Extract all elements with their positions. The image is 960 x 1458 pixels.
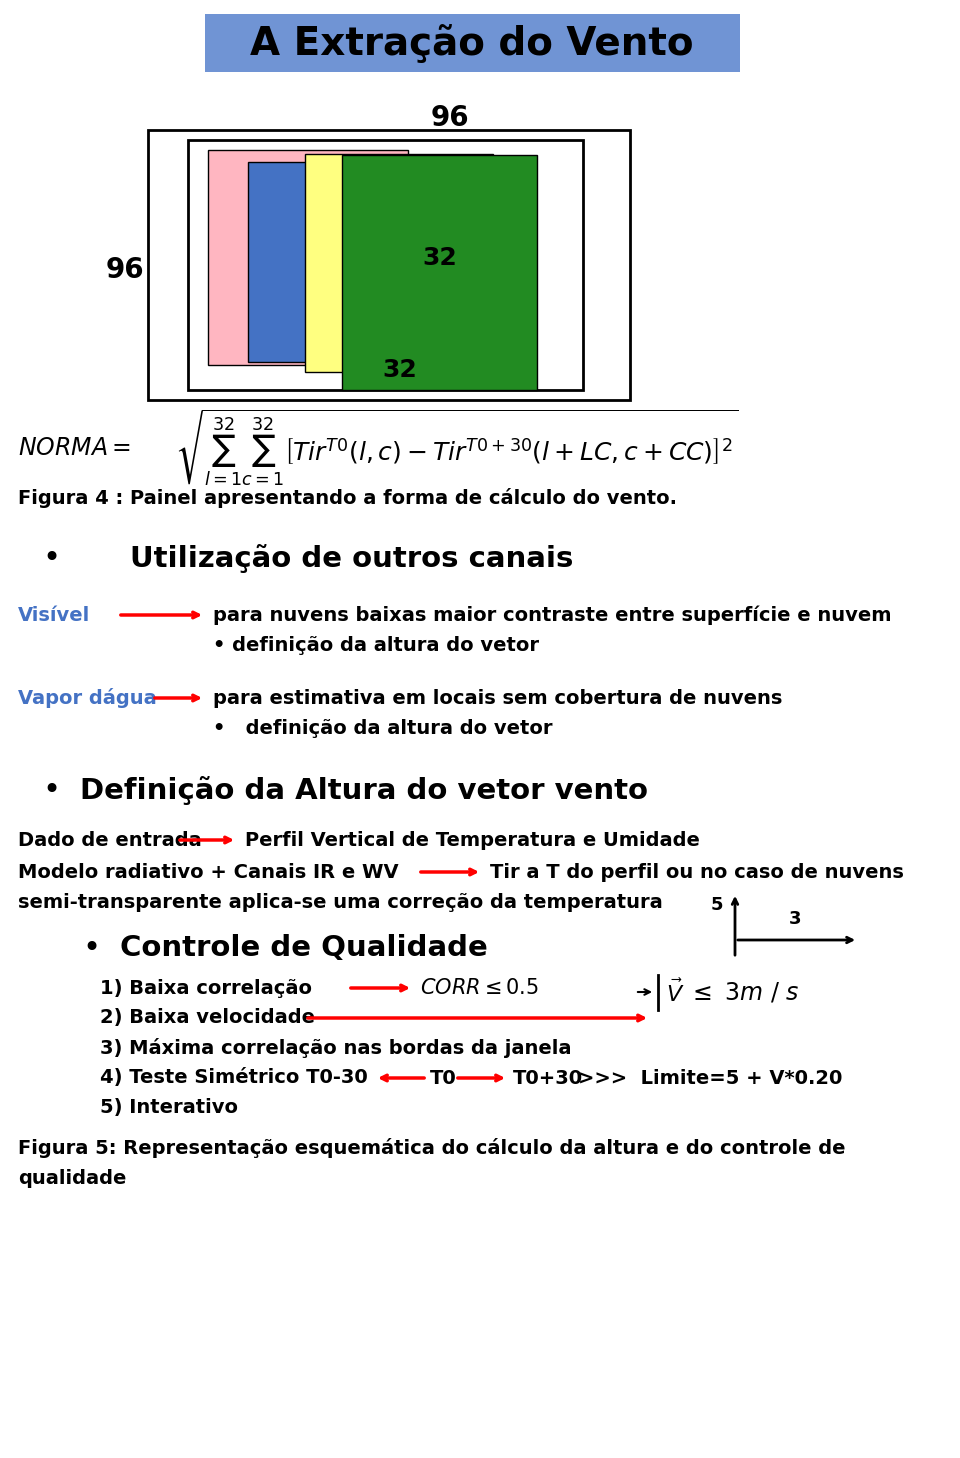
- Text: 32: 32: [383, 359, 418, 382]
- Text: A Extração do Vento: A Extração do Vento: [251, 25, 694, 64]
- Text: $\vec{V}$: $\vec{V}$: [666, 978, 684, 1006]
- Bar: [342, 155, 537, 389]
- Text: Modelo radiativo + Canais IR e WV: Modelo radiativo + Canais IR e WV: [18, 863, 398, 882]
- Text: Utilização de outros canais: Utilização de outros canais: [130, 544, 573, 573]
- Text: qualidade: qualidade: [18, 1168, 127, 1187]
- Text: 2) Baixa velocidade: 2) Baixa velocidade: [100, 1009, 315, 1028]
- Text: Tir a T do perfil ou no caso de nuvens: Tir a T do perfil ou no caso de nuvens: [490, 863, 904, 882]
- Text: 3) Máxima correlação nas bordas da janela: 3) Máxima correlação nas bordas da janel…: [100, 1038, 571, 1059]
- Text: 5: 5: [710, 897, 723, 914]
- Bar: [208, 150, 408, 364]
- Text: 1) Baixa correlação: 1) Baixa correlação: [100, 978, 312, 997]
- Text: Figura 5: Representação esquemática do cálculo da altura e do controle de: Figura 5: Representação esquemática do c…: [18, 1139, 846, 1158]
- Text: •   definição da altura do vetor: • definição da altura do vetor: [213, 719, 553, 738]
- Text: Perfil Vertical de Temperatura e Umidade: Perfil Vertical de Temperatura e Umidade: [245, 831, 700, 850]
- Text: Vapor dágua: Vapor dágua: [18, 688, 156, 709]
- Text: Controle de Qualidade: Controle de Qualidade: [120, 935, 488, 962]
- Text: 4) Teste Simétrico T0-30: 4) Teste Simétrico T0-30: [100, 1069, 368, 1088]
- Text: $NORMA=$: $NORMA=$: [18, 436, 132, 461]
- Text: 96: 96: [106, 257, 144, 284]
- Text: Dado de entrada: Dado de entrada: [18, 831, 202, 850]
- Text: •: •: [42, 544, 60, 573]
- Text: $CORR \leq 0.5$: $CORR \leq 0.5$: [420, 978, 539, 997]
- Text: $\leq\ 3m\ /\ s$: $\leq\ 3m\ /\ s$: [688, 980, 800, 1005]
- Text: >>>  Limite=5 + V*0.20: >>> Limite=5 + V*0.20: [578, 1069, 842, 1088]
- Text: 5) Interativo: 5) Interativo: [100, 1098, 238, 1117]
- Text: •: •: [42, 776, 60, 805]
- Text: $\sqrt{\sum_{l=1}^{32}\sum_{c=1}^{32}\left[Tir^{T0}(l,c)-Tir^{T0+30}(l+LC,c+CC)\: $\sqrt{\sum_{l=1}^{32}\sum_{c=1}^{32}\le…: [175, 407, 738, 488]
- Text: 3: 3: [789, 910, 802, 927]
- Bar: [188, 140, 583, 389]
- Text: 96: 96: [431, 104, 469, 133]
- Text: T0+30: T0+30: [513, 1069, 583, 1088]
- Bar: [305, 155, 493, 372]
- Text: 32: 32: [422, 246, 457, 270]
- Text: T0: T0: [430, 1069, 457, 1088]
- Text: • definição da altura do vetor: • definição da altura do vetor: [213, 636, 539, 655]
- Text: Definição da Altura do vetor vento: Definição da Altura do vetor vento: [80, 776, 648, 805]
- Text: •: •: [82, 933, 100, 962]
- Text: para estimativa em locais sem cobertura de nuvens: para estimativa em locais sem cobertura …: [213, 688, 782, 707]
- Text: semi-transparente aplica-se uma correção da temperatura: semi-transparente aplica-se uma correção…: [18, 892, 662, 911]
- Bar: [248, 162, 431, 362]
- FancyBboxPatch shape: [205, 15, 740, 71]
- Text: Figura 4 : Painel apresentando a forma de cálculo do vento.: Figura 4 : Painel apresentando a forma d…: [18, 488, 677, 507]
- Text: para nuvens baixas maior contraste entre superfície e nuvem: para nuvens baixas maior contraste entre…: [213, 605, 892, 624]
- Bar: [148, 130, 630, 399]
- Text: Visível: Visível: [18, 605, 90, 624]
